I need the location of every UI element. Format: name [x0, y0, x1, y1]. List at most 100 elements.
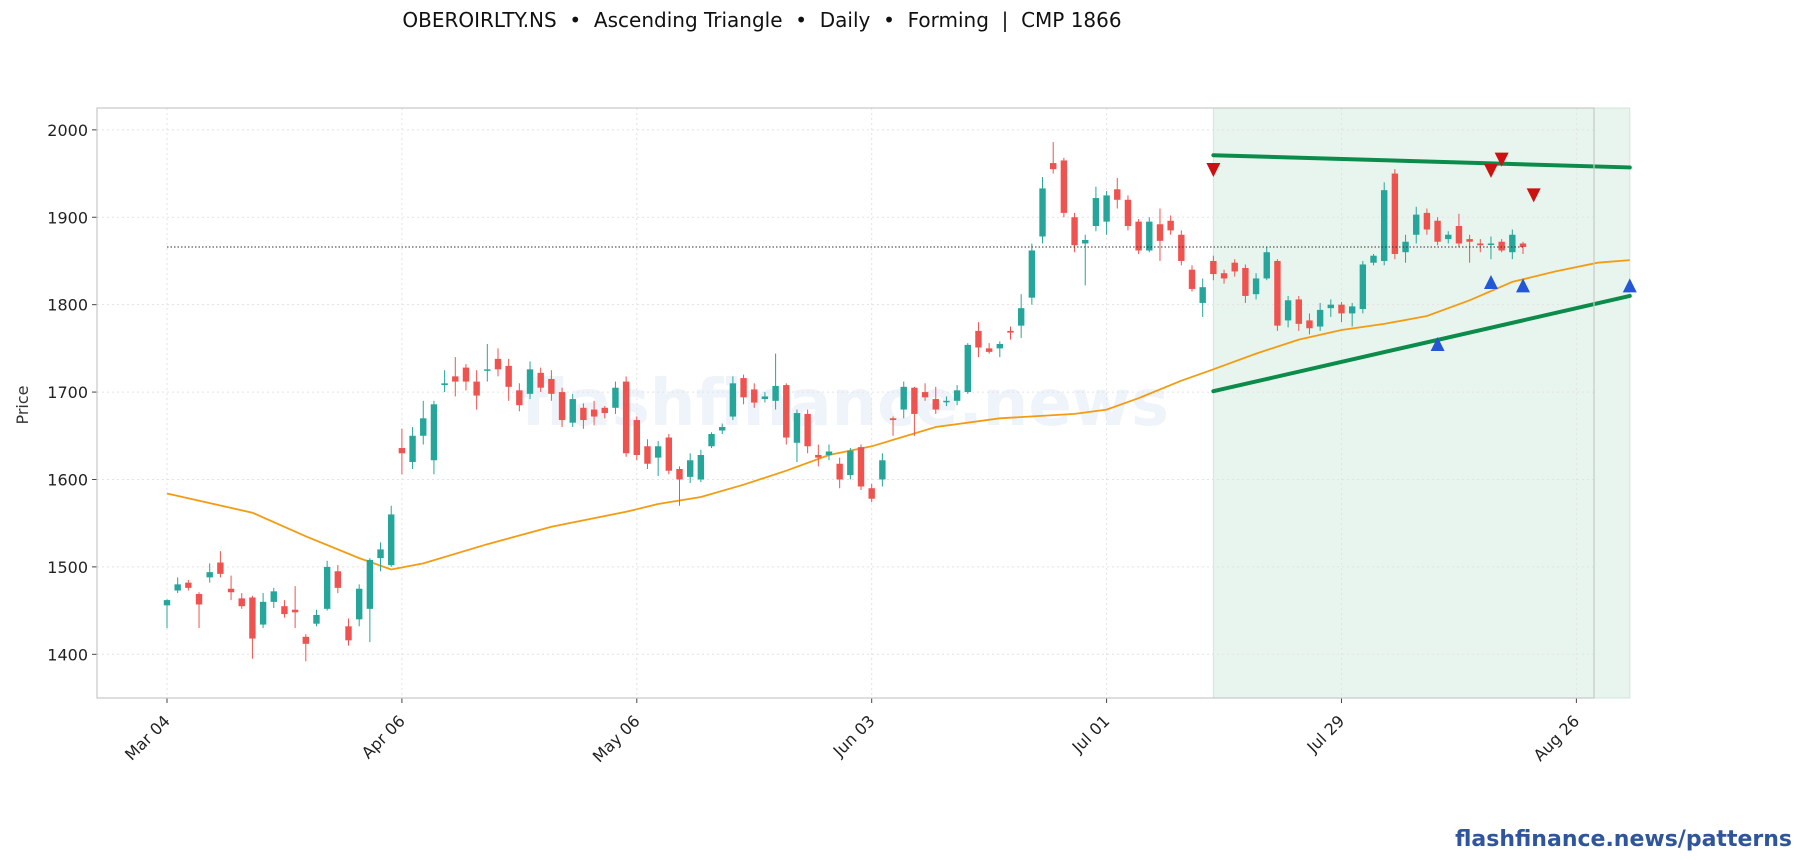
y-tick-label: 1900 — [47, 208, 88, 227]
candle — [729, 376, 737, 421]
candle-body — [1103, 195, 1110, 222]
candle — [1082, 234, 1089, 286]
candle — [751, 383, 758, 408]
candle — [1199, 278, 1206, 317]
candle — [1220, 269, 1228, 284]
candle-body — [548, 378, 555, 394]
candle — [900, 381, 907, 419]
candle — [1252, 273, 1260, 300]
candle — [665, 434, 673, 475]
candle-body — [1338, 304, 1345, 314]
candle — [783, 383, 790, 445]
candle — [825, 444, 833, 461]
candle — [1263, 246, 1270, 281]
candle-body — [1050, 163, 1057, 170]
candle — [323, 560, 331, 611]
candle-body — [825, 451, 833, 456]
candle-body — [1509, 234, 1516, 253]
candle — [548, 370, 555, 401]
candle-body — [537, 372, 544, 388]
candle — [1423, 208, 1431, 235]
candle-body — [1487, 243, 1495, 245]
candle — [174, 577, 181, 594]
candle — [452, 357, 459, 397]
peak-marker — [1526, 188, 1541, 203]
candle — [430, 400, 438, 475]
candle — [1231, 259, 1238, 277]
candle — [1114, 177, 1121, 209]
trough-marker — [1430, 337, 1445, 351]
candle — [409, 427, 416, 469]
candle — [1455, 213, 1463, 247]
candle-body — [644, 446, 651, 464]
candle-body — [569, 399, 576, 423]
candle-body — [345, 626, 352, 641]
candle — [857, 444, 865, 490]
x-tick-label: Jun 03 — [829, 711, 879, 761]
candle-body — [420, 418, 427, 436]
candle — [345, 618, 352, 646]
candle — [836, 457, 843, 489]
candle-body — [1188, 269, 1196, 289]
candle-body — [1156, 224, 1164, 241]
candle-body — [388, 514, 395, 566]
x-tick-label: Aug 26 — [1530, 711, 1584, 765]
candle-body — [1359, 264, 1367, 310]
candle-body — [441, 383, 448, 386]
candle — [1188, 265, 1196, 292]
candle — [420, 400, 427, 445]
candle — [1359, 260, 1367, 314]
pattern-zone-layer — [1212, 107, 1631, 699]
candle — [1338, 302, 1345, 323]
candle-body — [217, 562, 224, 574]
candle-body — [249, 597, 256, 639]
candle — [1284, 295, 1292, 328]
candle-body — [1274, 260, 1281, 326]
y-axis: 1400 1500 1600 1700 1800 1900 2000 — [47, 121, 97, 664]
candle — [804, 409, 811, 454]
candle — [996, 341, 1004, 358]
candle-body — [708, 434, 715, 447]
moving-average-line — [166, 259, 1630, 571]
plot-frame — [96, 107, 1595, 699]
candle — [686, 453, 694, 483]
x-tick-label: Apr 06 — [358, 711, 409, 762]
candle — [1477, 239, 1484, 253]
candle — [1146, 217, 1153, 253]
candle — [1380, 182, 1388, 266]
candle-body — [1252, 278, 1260, 295]
candle — [569, 393, 576, 428]
candle-body — [879, 460, 886, 480]
candle — [238, 593, 245, 609]
candle — [1445, 231, 1452, 244]
candle-body — [740, 378, 747, 398]
candle — [772, 353, 779, 410]
candle — [1167, 215, 1174, 235]
candle-body — [516, 390, 523, 406]
candle-body — [1284, 300, 1292, 321]
candle-body — [334, 571, 342, 588]
y-axis-title: Price — [13, 385, 32, 424]
candle — [484, 344, 491, 382]
candle-body — [622, 381, 630, 454]
candle-body — [1380, 190, 1388, 261]
candle — [1124, 195, 1132, 231]
candle — [1519, 241, 1527, 254]
candle-body — [1455, 226, 1463, 244]
y-tick-label: 1700 — [47, 383, 88, 402]
candle-body — [1519, 243, 1527, 247]
candle-body — [1146, 221, 1153, 251]
candle — [281, 600, 288, 618]
candle — [1295, 295, 1302, 331]
candle — [921, 383, 929, 401]
candle-body — [943, 400, 950, 403]
candle — [697, 449, 705, 483]
candle — [259, 593, 267, 629]
candle-body — [174, 584, 181, 591]
candle — [1466, 234, 1473, 263]
candle-body — [686, 460, 694, 477]
x-tick-label: Mar 04 — [121, 711, 174, 764]
candle — [217, 551, 224, 578]
candle — [1306, 313, 1313, 335]
trough-marker — [1622, 278, 1637, 293]
